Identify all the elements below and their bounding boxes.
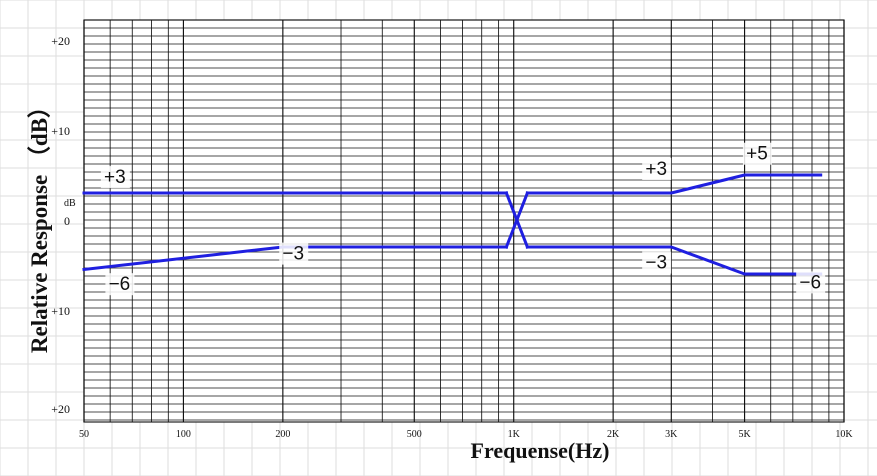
annotation-label-background [642,158,672,180]
y-tick-label: +10 [51,124,70,138]
x-axis-title: Frequense(Hz) [471,438,610,463]
tick-layer: 50 100 200 500 1K 2K 3K 5K 10K +20 +10 0 +10 +20 [51,34,853,440]
x-tick-label: 3K [665,429,678,440]
annotation-label: +3 [104,167,126,188]
annotation-label: +3 [645,159,667,180]
annotation-label-background [279,242,309,265]
annotation-label-background [796,271,826,294]
plot-grid [83,19,845,423]
response-series-line [504,191,530,249]
y-tick-label: +20 [51,34,70,48]
annotation-label-background [742,142,772,165]
x-tick-label: 500 [407,429,422,440]
annotation-layer: +3 −6 −3 +3 −3 +5 −6 [100,142,826,296]
y-unit-label: dB [64,198,76,209]
annotation-label: −3 [645,253,667,274]
y-axis-title: Relative Response （dB） [26,95,52,353]
response-series-line [525,173,823,195]
x-tick-label: 50 [79,429,89,440]
annotation-label: −6 [109,274,131,295]
annotation-label: −3 [282,244,304,265]
y-tick-label: +10 [51,304,70,318]
response-series-line [525,245,823,276]
x-tick-label: 100 [176,429,191,440]
x-tick-label: 2K [607,429,620,440]
y-tick-label: +20 [51,402,70,416]
x-tick-label: 5K [738,429,751,440]
y-tick-label: 0 [64,214,70,228]
annotation-label: +5 [746,144,768,165]
x-tick-label: 1K [508,429,521,440]
x-tick-label: 200 [275,429,290,440]
annotation-label-background [100,166,130,189]
annotation-label: −6 [799,272,821,293]
x-tick-label: 10K [835,429,853,440]
annotation-label-background [642,251,672,274]
annotation-label-background [105,273,135,296]
plot-area [83,19,845,423]
